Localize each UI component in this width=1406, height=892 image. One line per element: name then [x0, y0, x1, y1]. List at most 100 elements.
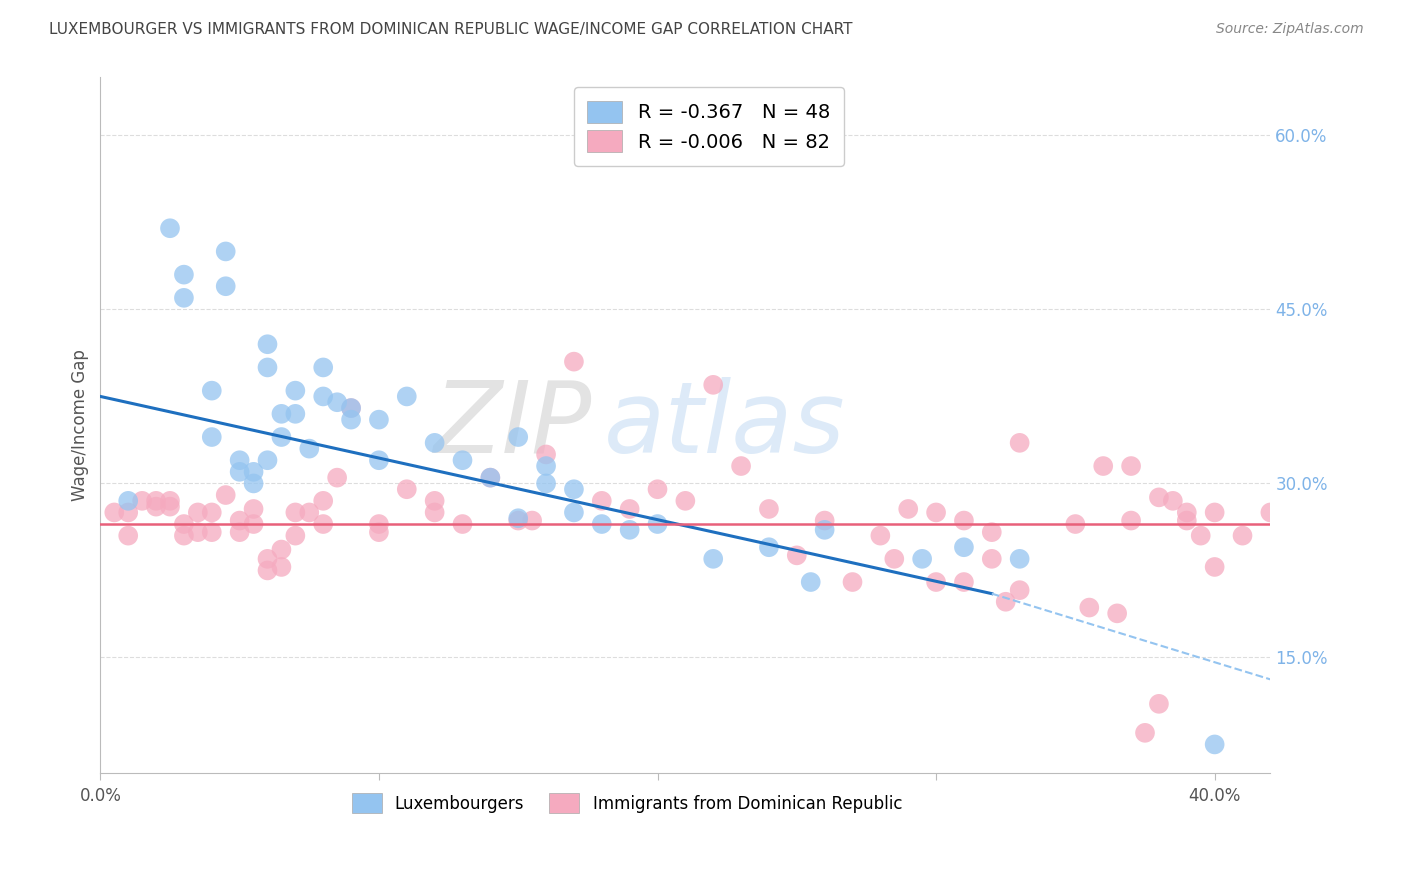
- Point: [1107, 607, 1129, 621]
- Point: [841, 575, 863, 590]
- Point: [1204, 738, 1226, 752]
- Point: [1147, 697, 1170, 711]
- Point: [1008, 551, 1031, 566]
- Point: [953, 575, 976, 590]
- Point: [534, 458, 557, 473]
- Point: [256, 564, 278, 578]
- Point: [562, 482, 585, 496]
- Point: [340, 401, 363, 415]
- Point: [1119, 458, 1142, 473]
- Point: [228, 465, 250, 479]
- Point: [479, 470, 502, 484]
- Point: [647, 516, 669, 531]
- Point: [298, 442, 321, 456]
- Point: [368, 525, 391, 540]
- Point: [619, 523, 641, 537]
- Point: [897, 502, 920, 516]
- Point: [228, 453, 250, 467]
- Point: [758, 540, 780, 554]
- Point: [1204, 505, 1226, 519]
- Point: [1008, 435, 1031, 450]
- Point: [1064, 516, 1087, 531]
- Point: [242, 476, 264, 491]
- Text: ZIP: ZIP: [433, 377, 592, 474]
- Point: [1161, 493, 1184, 508]
- Point: [591, 516, 613, 531]
- Point: [925, 575, 948, 590]
- Point: [479, 470, 502, 484]
- Text: LUXEMBOURGER VS IMMIGRANTS FROM DOMINICAN REPUBLIC WAGE/INCOME GAP CORRELATION C: LUXEMBOURGER VS IMMIGRANTS FROM DOMINICA…: [49, 22, 852, 37]
- Point: [1119, 514, 1142, 528]
- Point: [423, 493, 446, 508]
- Point: [242, 516, 264, 531]
- Point: [814, 523, 837, 537]
- Point: [451, 516, 474, 531]
- Text: atlas: atlas: [603, 377, 845, 474]
- Point: [508, 511, 530, 525]
- Point: [814, 514, 837, 528]
- Point: [201, 505, 224, 519]
- Point: [368, 516, 391, 531]
- Point: [326, 470, 349, 484]
- Point: [534, 447, 557, 461]
- Point: [145, 500, 167, 514]
- Point: [395, 389, 418, 403]
- Point: [702, 551, 724, 566]
- Point: [911, 551, 934, 566]
- Point: [256, 337, 278, 351]
- Point: [117, 493, 139, 508]
- Point: [994, 595, 1017, 609]
- Point: [368, 453, 391, 467]
- Point: [619, 502, 641, 516]
- Point: [730, 458, 752, 473]
- Point: [534, 476, 557, 491]
- Point: [131, 493, 153, 508]
- Point: [451, 453, 474, 467]
- Point: [800, 575, 823, 590]
- Point: [159, 500, 181, 514]
- Point: [228, 525, 250, 540]
- Point: [1078, 600, 1101, 615]
- Point: [340, 401, 363, 415]
- Point: [520, 514, 543, 528]
- Point: [869, 528, 891, 542]
- Point: [117, 505, 139, 519]
- Point: [270, 407, 292, 421]
- Point: [1092, 458, 1115, 473]
- Point: [284, 528, 307, 542]
- Point: [1204, 560, 1226, 574]
- Point: [270, 542, 292, 557]
- Point: [242, 502, 264, 516]
- Point: [423, 505, 446, 519]
- Point: [925, 505, 948, 519]
- Y-axis label: Wage/Income Gap: Wage/Income Gap: [72, 350, 89, 501]
- Point: [270, 560, 292, 574]
- Point: [215, 279, 238, 293]
- Point: [284, 407, 307, 421]
- Point: [591, 493, 613, 508]
- Point: [270, 430, 292, 444]
- Point: [159, 493, 181, 508]
- Point: [1189, 528, 1212, 542]
- Point: [1008, 583, 1031, 598]
- Point: [883, 551, 905, 566]
- Point: [284, 505, 307, 519]
- Point: [256, 360, 278, 375]
- Point: [201, 430, 224, 444]
- Point: [103, 505, 125, 519]
- Point: [1175, 505, 1198, 519]
- Point: [326, 395, 349, 409]
- Point: [201, 384, 224, 398]
- Point: [702, 377, 724, 392]
- Point: [562, 354, 585, 368]
- Point: [758, 502, 780, 516]
- Point: [1301, 528, 1323, 542]
- Point: [312, 493, 335, 508]
- Point: [256, 453, 278, 467]
- Point: [980, 551, 1002, 566]
- Point: [786, 549, 808, 563]
- Point: [1260, 505, 1282, 519]
- Point: [340, 412, 363, 426]
- Point: [312, 516, 335, 531]
- Point: [508, 430, 530, 444]
